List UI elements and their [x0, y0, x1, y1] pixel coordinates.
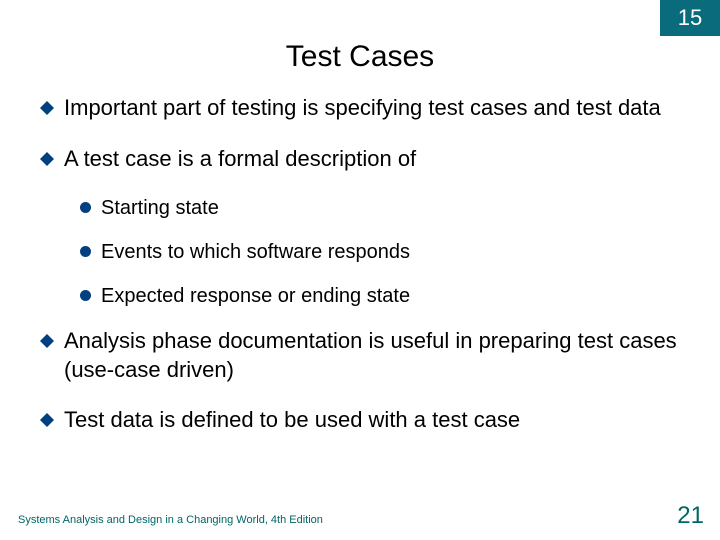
sub-bullet-text: Expected response or ending state	[101, 283, 410, 309]
sub-bullet-text: Events to which software responds	[101, 239, 410, 265]
slide-number: 21	[677, 502, 704, 530]
circle-bullet-icon	[80, 202, 91, 213]
sub-bullet-text: Starting state	[101, 195, 219, 221]
slide-content: Important part of testing is specifying …	[0, 94, 720, 435]
sub-bullet-item: Expected response or ending state	[80, 283, 690, 309]
footer-text: Systems Analysis and Design in a Changin…	[18, 514, 323, 526]
sub-bullet-item: Starting state	[80, 195, 690, 221]
bullet-text: Test data is defined to be used with a t…	[64, 406, 520, 435]
bullet-text: A test case is a formal description of	[64, 145, 416, 174]
chapter-number-box: 15	[660, 0, 720, 36]
bullet-item: A test case is a formal description of	[40, 145, 690, 174]
circle-bullet-icon	[80, 290, 91, 301]
chapter-number: 15	[678, 5, 702, 31]
bullet-item: Analysis phase documentation is useful i…	[40, 327, 690, 384]
diamond-bullet-icon	[40, 334, 54, 348]
bullet-text: Important part of testing is specifying …	[64, 94, 661, 123]
bullet-item: Important part of testing is specifying …	[40, 94, 690, 123]
sub-bullet-item: Events to which software responds	[80, 239, 690, 265]
bullet-item: Test data is defined to be used with a t…	[40, 406, 690, 435]
bullet-text: Analysis phase documentation is useful i…	[64, 327, 690, 384]
circle-bullet-icon	[80, 246, 91, 257]
diamond-bullet-icon	[40, 101, 54, 115]
slide-title: Test Cases	[0, 0, 720, 94]
diamond-bullet-icon	[40, 152, 54, 166]
diamond-bullet-icon	[40, 413, 54, 427]
